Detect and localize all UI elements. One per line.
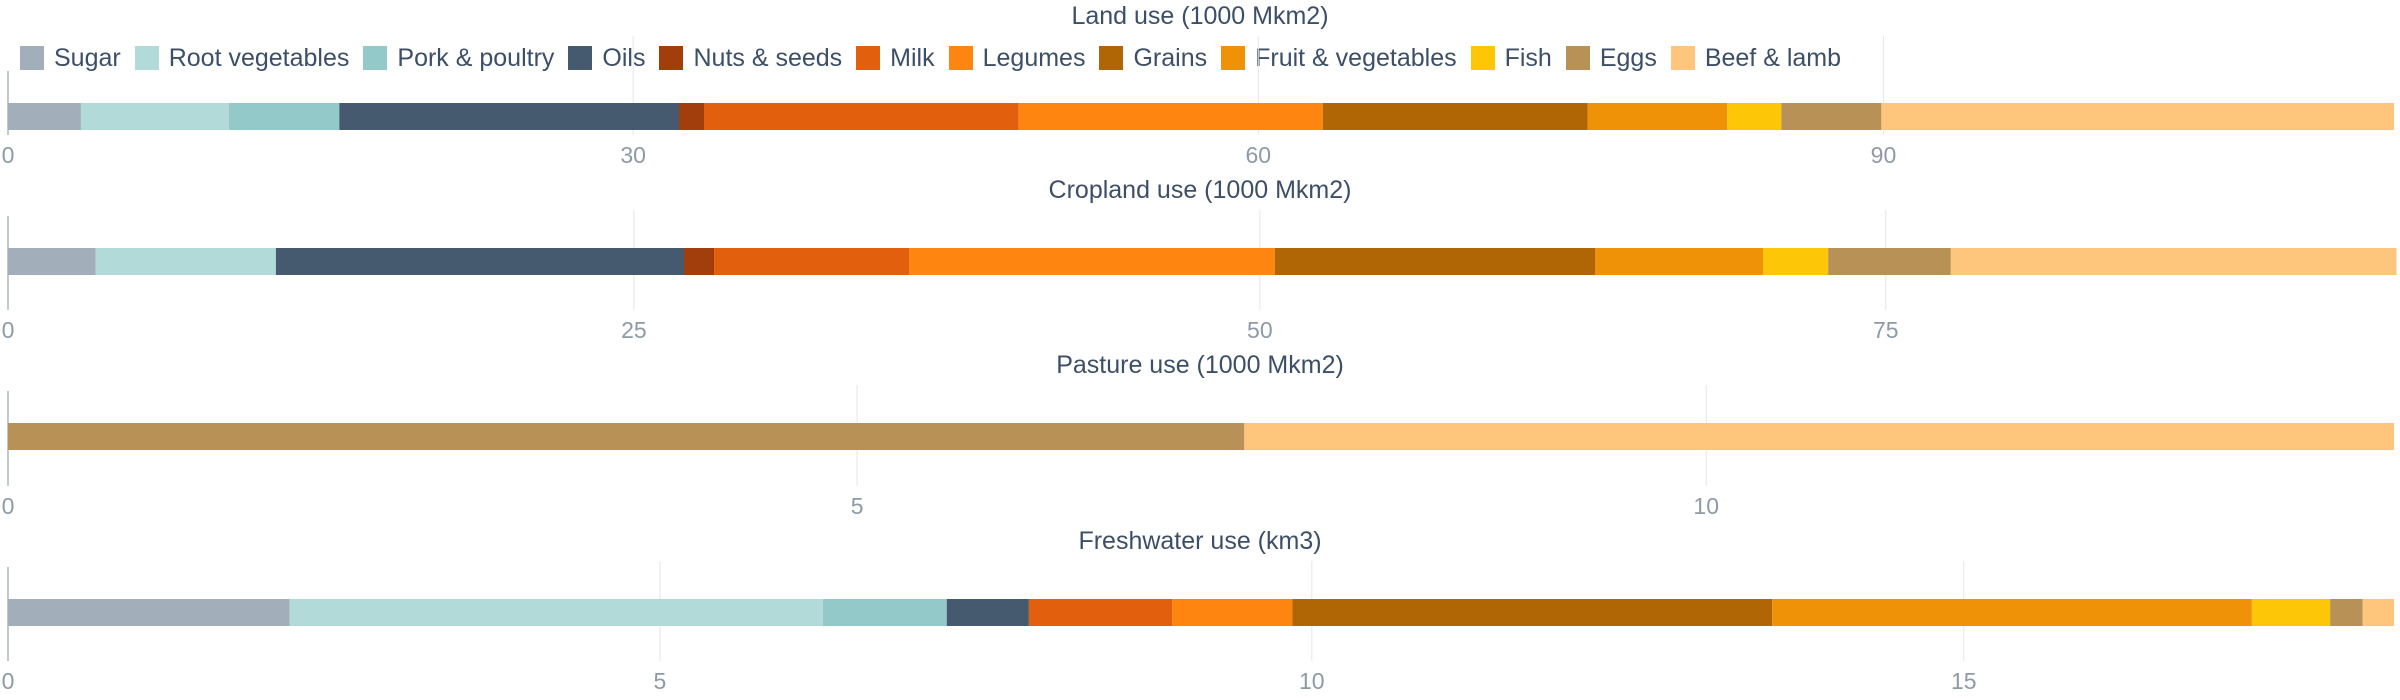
legend-swatch (1221, 46, 1246, 70)
bar-segment (8, 103, 81, 130)
bar-segment (289, 599, 823, 626)
tick-label: 30 (620, 142, 646, 168)
bar-segment (80, 103, 229, 130)
tick-label: 75 (1873, 317, 1899, 343)
chart-panel: Freshwater use (km3) 0 5 10 15 (2, 527, 2394, 694)
legend-item[interactable]: Nuts & seeds (659, 44, 842, 73)
bar-segment (1828, 248, 1951, 275)
legend-swatch (20, 46, 44, 70)
legend-item[interactable]: Oils (568, 44, 645, 73)
bar-segment (1274, 248, 1596, 275)
legend-swatch (568, 46, 593, 70)
legend-item[interactable]: Eggs (1565, 43, 1657, 73)
legend-label: Oils (602, 43, 646, 72)
legend-label: Sugar (54, 43, 121, 72)
chart-panel: Pasture use (1000 Mkm2) 0 5 10 (2, 351, 2394, 519)
bar-segment (2362, 599, 2394, 626)
legend-swatch (659, 46, 684, 70)
legend-swatch (1565, 46, 1590, 70)
legend-label: Grains (1133, 43, 1208, 72)
bar-segment (1172, 599, 1293, 626)
legend-label: Eggs (1599, 43, 1657, 72)
tick-label: 50 (1247, 317, 1273, 343)
bar-segment (1595, 248, 1764, 275)
bar-segment (8, 423, 1245, 450)
legend-item[interactable]: Legumes (948, 43, 1086, 73)
bar-segment (2330, 599, 2363, 626)
bar-segment (1244, 423, 2394, 450)
bar-segment (1763, 248, 1829, 275)
bar-segment (1881, 103, 2394, 130)
bar-segment (1322, 103, 1588, 130)
tick-label: 90 (1871, 142, 1897, 168)
bar-segment (339, 103, 679, 130)
legend-label: Fruit & vegetables (1255, 43, 1457, 72)
tick-label: 25 (621, 317, 647, 343)
bar-segment (8, 248, 96, 275)
legend-item[interactable]: Milk (856, 43, 935, 73)
legend-swatch (856, 46, 881, 70)
bar-segment (1727, 103, 1782, 130)
legend-label: Pork & poultry (397, 43, 555, 72)
bar-segment (275, 248, 684, 275)
bar-segment (683, 248, 715, 275)
legend-swatch (1099, 46, 1124, 70)
tick-label: 0 (2, 142, 15, 168)
bar-segment (1018, 103, 1323, 130)
tick-label: 0 (2, 317, 15, 343)
legend-label: Beef & lamb (1704, 43, 1842, 72)
bar-segment (909, 248, 1275, 275)
chart-panel: Land use (1000 Mkm2) 0 30 60 90 (2, 2, 2394, 168)
legend-item[interactable]: Beef & lamb (1670, 43, 1842, 73)
bar-segment (2251, 599, 2331, 626)
bar-segment (678, 103, 705, 130)
bar-segment (1587, 103, 1728, 130)
legend-label: Milk (890, 43, 935, 72)
chart-title: Cropland use (1000 Mkm2) (1049, 176, 1352, 204)
legend-swatch (134, 46, 159, 70)
legend-label: Legumes (982, 43, 1086, 72)
bar-segment (1950, 248, 2397, 275)
chart-title: Pasture use (1000 Mkm2) (1056, 351, 1344, 379)
legend-item[interactable]: Sugar (20, 44, 121, 73)
bar-segment (95, 248, 276, 275)
bar-segment (714, 248, 910, 275)
bar-segment (946, 599, 1029, 626)
legend-swatch (1470, 46, 1495, 70)
legend-label: Nuts & seeds (693, 43, 843, 72)
bar-segment (1781, 103, 1882, 130)
tick-label: 5 (851, 493, 864, 519)
legend-label: Fish (1504, 43, 1552, 72)
tick-label: 15 (1951, 668, 1977, 694)
bar-segment (1292, 599, 1773, 626)
tick-label: 0 (2, 668, 15, 694)
tick-label: 60 (1246, 142, 1272, 168)
tick-label: 10 (1299, 668, 1325, 694)
legend-item[interactable]: Root vegetables (134, 43, 350, 73)
legend-swatch (948, 46, 973, 70)
legend-item[interactable]: Grains (1099, 44, 1207, 73)
chart-panel: Cropland use (1000 Mkm2) 0 25 50 75 (2, 176, 2397, 343)
legend-item[interactable]: Fish (1470, 43, 1552, 73)
bar-segment (822, 599, 947, 626)
bar-segment (1028, 599, 1173, 626)
bar-segment (228, 103, 340, 130)
legend-label: Root vegetables (168, 43, 350, 72)
tick-label: 5 (654, 668, 667, 694)
tick-label: 10 (1693, 493, 1719, 519)
chart-title: Land use (1000 Mkm2) (1071, 2, 1328, 30)
bar-segment (704, 103, 1019, 130)
legend-swatch (363, 46, 388, 70)
bar-segment (8, 599, 290, 626)
chart-title: Freshwater use (km3) (1078, 527, 1321, 555)
bar-segment (1772, 599, 2252, 626)
legend: Sugar Root vegetables Pork & poultry Oils Nu… (20, 40, 1841, 76)
tick-label: 0 (2, 493, 15, 519)
legend-item[interactable]: Fruit & vegetables (1221, 44, 1457, 73)
legend-swatch (1670, 46, 1695, 70)
legend-item[interactable]: Pork & poultry (363, 44, 554, 73)
